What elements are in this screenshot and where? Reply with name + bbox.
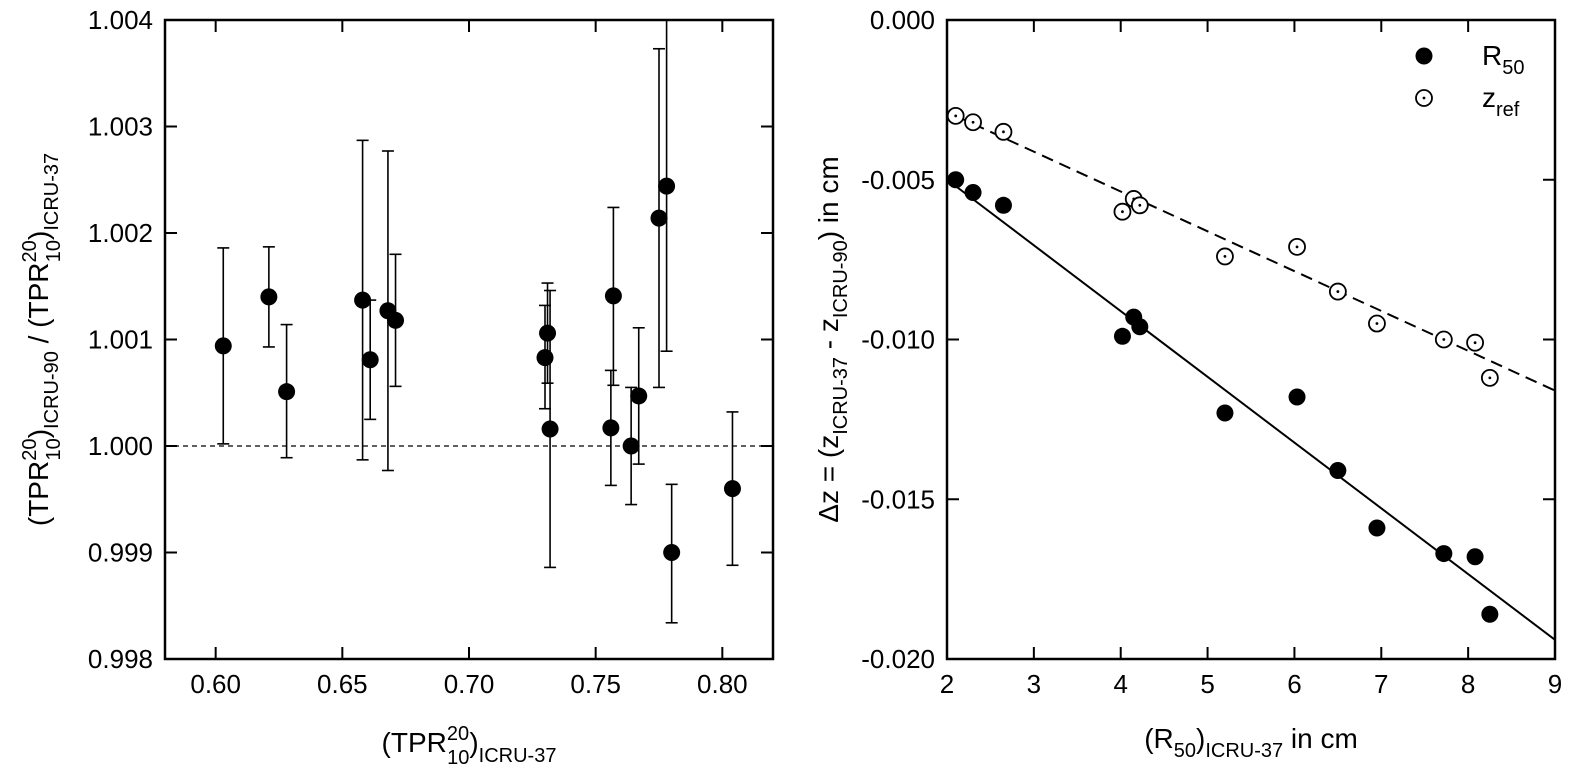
right-x-tick-label: 3 [1027,669,1041,699]
left-y-tick-label: 1.004 [88,5,153,35]
left-data-point [658,177,676,195]
point-zref-dot [1473,341,1477,345]
point-zref [1288,237,1306,256]
left-data-point [663,544,681,561]
left-data-point [387,311,405,329]
right-y-tick-label: 0.000 [870,5,935,35]
point-zref-dot [1121,210,1124,214]
right-y-tick-label: -0.015 [861,484,935,514]
point-zref [994,122,1013,141]
point-R50 [1288,388,1306,406]
left-data-point [650,209,668,227]
left-y-tick-label: 0.998 [88,644,153,674]
left-data-point [536,349,554,367]
left-data-point [723,480,741,498]
point-R50 [994,196,1012,214]
left-y-tick-label: 1.001 [88,325,153,355]
left-data-point [630,387,648,405]
point-zref [1466,333,1484,352]
left-y-axis-label: (TPR20 10)ICRU-90 / (TPR20 10)ICRU-37 [19,153,65,526]
point-zref-dot [1223,255,1227,258]
point-zref [1328,282,1347,301]
fit-line-zref [955,114,1556,392]
legend-label-zref: zref [1482,82,1520,121]
right-x-tick-label: 7 [1374,669,1388,699]
right-x-tick-label: 6 [1287,669,1301,699]
left-x-axis-label: (TPR20 10)ICRU-37 [382,723,557,769]
right-x-axis-label: (R50)ICRU-37 in cm [1144,723,1358,762]
left-data-point [260,288,278,306]
right-x-tick-label: 2 [940,669,954,699]
point-zref [1368,314,1386,333]
point-zref-dot [1138,203,1142,207]
left-y-tick-label: 1.000 [88,431,153,461]
left-data-point [361,351,379,369]
right-x-tick-label: 8 [1461,669,1475,699]
left-data-point [622,437,640,455]
left-x-tick-label: 0.70 [444,669,495,699]
right-x-tick-label: 4 [1113,669,1127,699]
point-zref [1130,196,1149,215]
left-x-tick-label: 0.60 [190,669,241,699]
fit-line-R50 [955,185,1556,641]
point-zref-dot [954,114,958,118]
left-data-point [354,291,372,309]
point-zref-dot [1295,245,1299,249]
left-data-point [604,287,622,305]
right-y-axis-label: Δz = (zICRU-37 - zICRU-90) in cm [813,156,852,522]
left-plot-frame [163,18,775,661]
right-y-tick-label: -0.005 [861,165,935,195]
point-zref-dot [1375,322,1379,325]
point-zref [1216,247,1234,266]
point-R50 [1368,519,1386,537]
right-plot-frame [945,18,1557,661]
point-R50 [1216,404,1234,422]
point-R50 [1131,318,1149,336]
right-x-tick-label: 5 [1200,669,1214,699]
left-y-tick-label: 0.999 [88,538,153,568]
point-zref [1480,368,1499,387]
point-R50 [947,171,965,189]
point-zref [964,113,982,132]
left-y-tick-label: 1.003 [88,112,153,142]
point-R50 [964,184,982,202]
point-zref-dot [1488,376,1492,380]
point-zref-dot [1442,338,1446,341]
point-R50 [1466,548,1484,566]
right-y-tick-label: -0.010 [861,325,935,355]
point-zref-dot [971,120,975,124]
point-zref [1434,330,1453,349]
legend-label-R50: R50 [1482,40,1524,79]
point-zref [1113,202,1132,221]
point-R50 [1435,545,1453,563]
left-x-tick-label: 0.80 [697,669,748,699]
right-chart-depth-shift: 2 3 4 5 6 7 8 9 0.000 -0.005 -0.010 -0.015 -0.020 R50… [813,5,1562,762]
left-data-point [214,337,232,355]
left-chart-tpr-ratio: 0.60 0.65 0.70 0.75 0.80 0.998 0.999 1.000 1.001… [19,5,775,769]
point-zref-dot [1002,130,1005,134]
legend-marker-dot-zref [1422,96,1426,100]
point-R50 [1113,327,1131,345]
point-R50 [1329,461,1347,479]
right-x-tick-label: 9 [1548,669,1562,699]
point-zref-dot [1336,290,1340,293]
right-y-tick-label: -0.020 [861,644,935,674]
left-data-point [539,324,557,342]
point-R50 [1481,605,1499,623]
left-x-tick-label: 0.65 [317,669,368,699]
legend-marker-R50 [1415,47,1433,65]
left-data-point [602,419,620,437]
left-data-point [278,383,296,401]
left-y-tick-label: 1.002 [88,218,153,248]
left-data-point [541,420,559,438]
point-zref [946,106,965,125]
left-x-tick-label: 0.75 [570,669,621,699]
